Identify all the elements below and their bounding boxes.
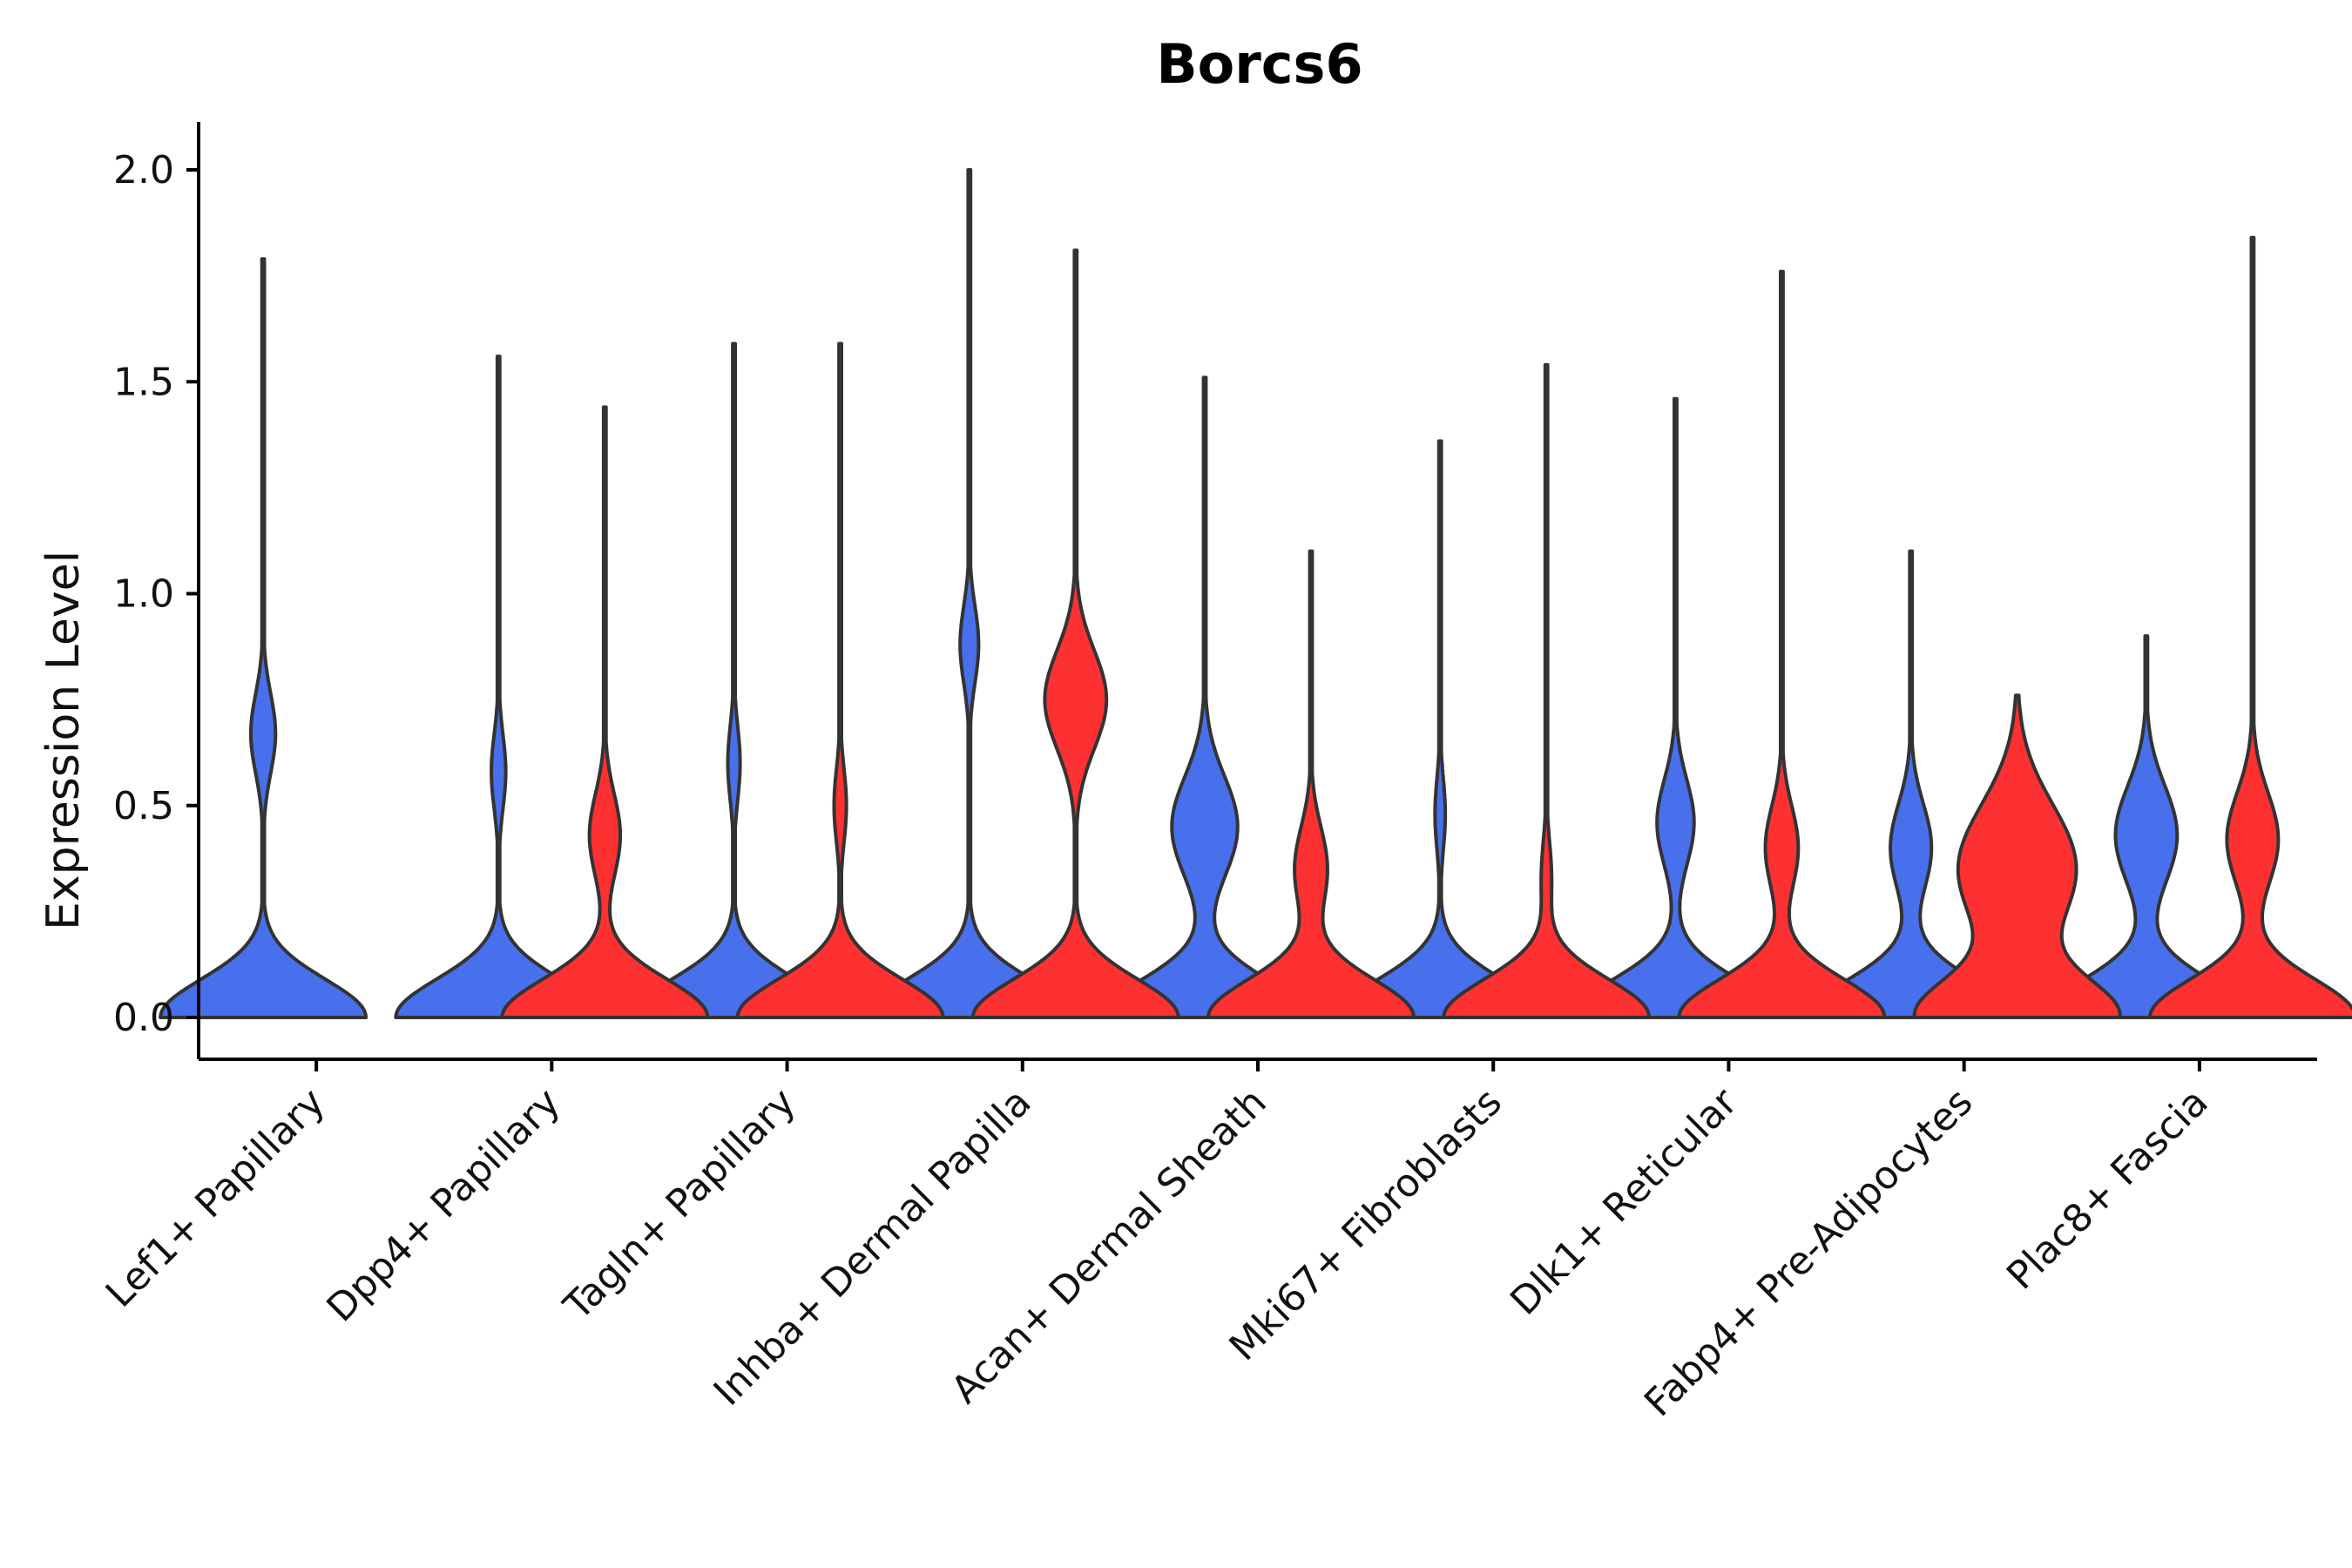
violin-layer [159, 168, 2352, 1019]
violin-group2-1 [500, 405, 710, 1019]
violin-group1-3 [864, 168, 1074, 1019]
x-tick-label: Mki67+ Fibroblasts [1221, 1080, 1511, 1369]
violin-group2-2 [735, 341, 945, 1019]
violin-group2-6 [1677, 269, 1887, 1019]
violin-group1-5 [1335, 439, 1545, 1019]
violin-group1-7 [1806, 549, 2016, 1019]
violin-group2-8 [2147, 235, 2352, 1019]
violin-group1-0 [159, 257, 368, 1019]
violin-group1-6 [1571, 396, 1781, 1019]
violin-group1-4 [1100, 375, 1309, 1019]
chart-title: Borcs6 [1156, 32, 1362, 96]
y-tick-label: 0.0 [113, 996, 174, 1040]
x-tick-label: Dlk1+ Reticular [1502, 1079, 1747, 1324]
y-axis-label: Expression Level [37, 551, 90, 930]
violin-group1-8 [2041, 634, 2251, 1019]
violin-group2-7 [1912, 693, 2122, 1019]
x-tick-label: Tagln+ Papillary [555, 1080, 804, 1329]
violin-group2-5 [1442, 362, 1652, 1019]
x-tick-label: Lef1+ Papillary [98, 1080, 334, 1316]
x-tick-label: Dpp4+ Papillary [318, 1080, 569, 1331]
y-tick-label: 1.0 [113, 572, 174, 617]
violin-group2-4 [1206, 549, 1416, 1019]
y-tick-label: 1.5 [113, 360, 174, 404]
violin-group1-1 [394, 355, 604, 1019]
y-tick-label: 2.0 [113, 148, 174, 193]
violin-group1-2 [629, 341, 839, 1019]
y-tick-label: 0.5 [113, 784, 174, 828]
violin-group2-3 [970, 248, 1180, 1019]
x-tick-label: Plac8+ Fascia [1998, 1080, 2217, 1299]
